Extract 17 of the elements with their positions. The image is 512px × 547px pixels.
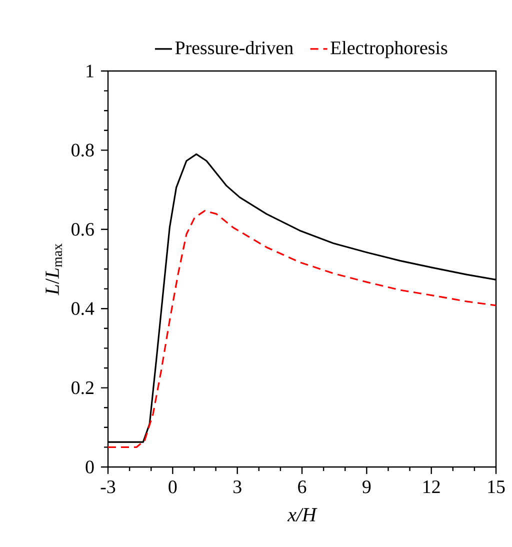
legend-label: Pressure-driven bbox=[175, 40, 294, 54]
y-tick-label: 0 bbox=[86, 460, 94, 474]
x-tick-label: 12 bbox=[424, 480, 440, 494]
x-tick-label: 15 bbox=[488, 480, 505, 494]
x-tick-label: 3 bbox=[234, 480, 242, 494]
x-tick-label: 6 bbox=[298, 480, 306, 494]
x-tick-label: 9 bbox=[362, 480, 371, 494]
y-tick-label: 1 bbox=[86, 64, 94, 78]
legend-label: Electrophoresis bbox=[330, 40, 448, 58]
y-tick-label: 0.2 bbox=[72, 381, 94, 394]
y-tick-label: 0.4 bbox=[72, 302, 94, 316]
x-tick-label: 0 bbox=[168, 480, 177, 494]
y-tick-label: 0.8 bbox=[72, 144, 94, 157]
y-tick-label: 0.6 bbox=[72, 222, 94, 236]
x-axis-title: x/H bbox=[287, 508, 318, 522]
line-series bbox=[108, 210, 496, 448]
x-tick-label: -3 bbox=[100, 480, 116, 494]
